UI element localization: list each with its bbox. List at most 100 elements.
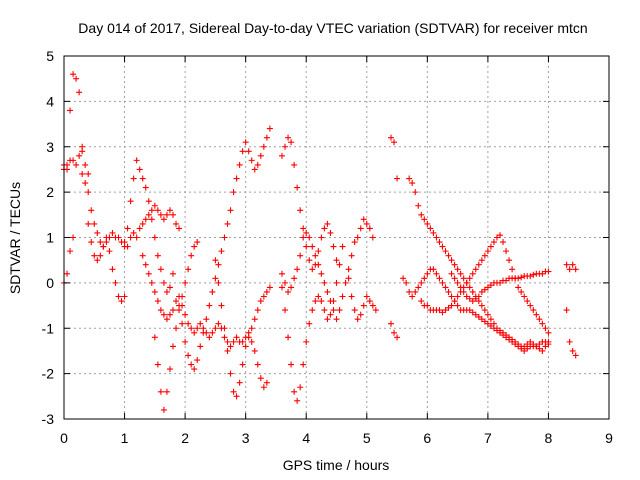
data-point <box>439 243 446 250</box>
data-point <box>224 347 231 354</box>
data-point <box>236 379 243 386</box>
data-point <box>185 320 192 327</box>
data-point <box>475 293 482 300</box>
axis-ticks <box>63 55 610 420</box>
data-point <box>163 388 170 395</box>
data-point <box>324 316 331 323</box>
data-point <box>451 261 458 268</box>
data-point <box>203 316 210 323</box>
data-point <box>354 234 361 241</box>
data-point <box>236 161 243 168</box>
data-point <box>218 248 225 255</box>
x-tick-label: 5 <box>363 430 371 446</box>
data-point <box>545 268 552 275</box>
data-point <box>254 161 261 168</box>
data-point <box>321 307 328 314</box>
data-point <box>409 293 416 300</box>
data-point <box>324 220 331 227</box>
data-point <box>303 338 310 345</box>
data-point <box>294 184 301 191</box>
data-point <box>436 307 443 314</box>
data-point <box>530 307 537 314</box>
data-point <box>288 284 295 291</box>
x-tick-label: 2 <box>181 430 189 446</box>
data-point <box>139 220 146 227</box>
data-point <box>67 248 74 255</box>
data-point <box>487 282 494 289</box>
data-point <box>121 293 128 300</box>
y-tick-label: -1 <box>42 320 55 336</box>
data-point <box>366 298 373 305</box>
data-point <box>285 288 292 295</box>
data-point <box>515 275 522 282</box>
data-point <box>500 239 507 246</box>
data-point <box>542 325 549 332</box>
data-point <box>263 288 270 295</box>
data-point <box>173 298 180 305</box>
data-point <box>418 211 425 218</box>
data-point <box>463 293 470 300</box>
data-point <box>533 311 540 318</box>
data-point <box>263 379 270 386</box>
data-point <box>439 309 446 316</box>
data-point <box>327 311 334 318</box>
data-point <box>466 295 473 302</box>
data-point <box>391 139 398 146</box>
data-point <box>484 311 491 318</box>
data-point <box>127 234 134 241</box>
data-point <box>163 288 170 295</box>
data-point <box>536 341 543 348</box>
data-point <box>466 275 473 282</box>
data-point <box>372 307 379 314</box>
data-point <box>70 71 77 78</box>
data-point <box>318 298 325 305</box>
series-prn-u <box>563 261 579 273</box>
data-point <box>127 198 134 205</box>
data-point <box>351 307 358 314</box>
data-point <box>282 143 289 150</box>
data-point <box>515 284 522 291</box>
data-point <box>291 161 298 168</box>
data-point <box>142 261 149 268</box>
data-point <box>481 252 488 259</box>
data-point <box>163 316 170 323</box>
data-point <box>166 207 173 214</box>
data-point <box>191 329 198 336</box>
data-point <box>136 166 143 173</box>
data-point <box>506 336 513 343</box>
data-point <box>394 175 401 182</box>
data-point <box>466 307 473 314</box>
data-point <box>330 243 337 250</box>
x-tick-label: 1 <box>121 430 129 446</box>
data-point <box>297 384 304 391</box>
series-prn-b <box>61 148 86 173</box>
data-point <box>348 293 355 300</box>
data-point <box>242 343 249 350</box>
data-point <box>188 361 195 368</box>
data-point <box>300 234 307 241</box>
data-points <box>61 71 579 413</box>
data-point <box>518 274 525 281</box>
data-point <box>182 279 189 286</box>
data-point <box>545 338 552 345</box>
data-point <box>79 170 86 177</box>
data-point <box>109 266 116 273</box>
data-point <box>309 266 316 273</box>
series-prn-s <box>418 232 552 336</box>
data-point <box>230 388 237 395</box>
series-prn-f <box>121 157 176 295</box>
data-point <box>448 257 455 264</box>
data-point <box>490 239 497 246</box>
data-point <box>179 320 186 327</box>
data-point <box>221 234 228 241</box>
data-point <box>366 225 373 232</box>
data-point <box>421 216 428 223</box>
data-point <box>166 284 173 291</box>
data-point <box>151 334 158 341</box>
data-point <box>424 302 431 309</box>
data-point <box>463 279 470 286</box>
data-point <box>445 304 452 311</box>
data-point <box>285 334 292 341</box>
data-point <box>424 270 431 277</box>
data-point <box>254 307 261 314</box>
